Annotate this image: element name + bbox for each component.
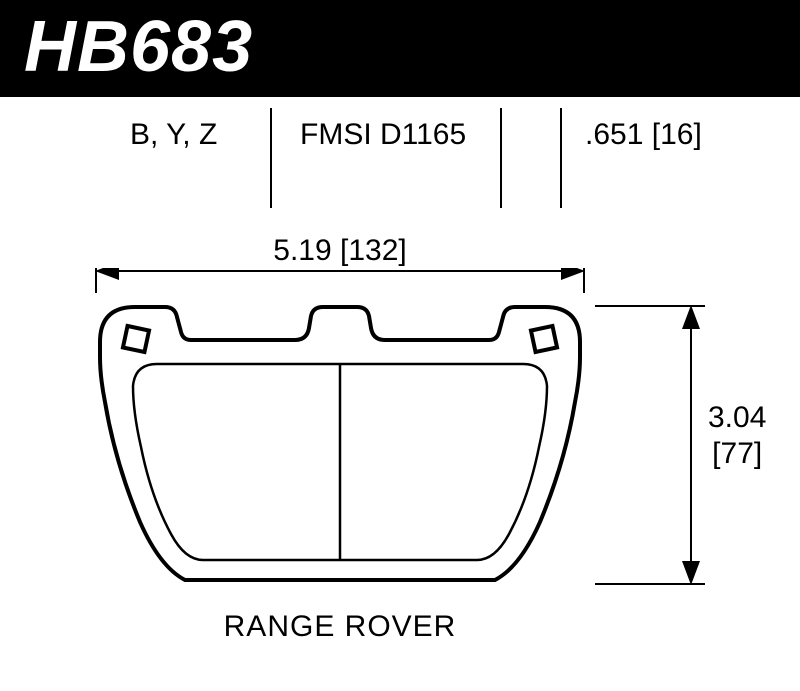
part-number: HB683 xyxy=(24,6,253,88)
application-label: RANGE ROVER xyxy=(50,610,630,644)
width-dimension-line xyxy=(119,270,561,272)
thickness-inches: .651 xyxy=(585,118,643,151)
height-mm: [77] xyxy=(708,436,766,472)
header-bar: HB683 xyxy=(0,0,800,94)
height-dimension-line xyxy=(690,329,692,561)
brake-pad-drawing xyxy=(95,302,585,587)
header-rule xyxy=(0,94,800,97)
spec-divider xyxy=(270,108,272,208)
fmsi-number: FMSI D1165 xyxy=(300,118,466,152)
width-inches: 5.19 xyxy=(273,234,331,267)
height-inches: 3.04 xyxy=(708,400,766,436)
width-dimension-label: 5.19 [132] xyxy=(50,234,630,268)
spec-divider xyxy=(560,108,562,208)
height-dimension-label: 3.04 [77] xyxy=(708,400,766,472)
diagram-area: 5.19 [132] 3.04 [77] RANGE ROVER xyxy=(50,230,750,670)
arrow-down-icon xyxy=(679,561,703,585)
compound-codes: B, Y, Z xyxy=(130,118,217,152)
thickness-spec: .651 [16] xyxy=(585,118,702,152)
spec-divider xyxy=(500,108,502,208)
width-mm: [132] xyxy=(340,234,407,267)
arrow-up-icon xyxy=(679,305,703,329)
thickness-mm: [16] xyxy=(652,118,702,151)
